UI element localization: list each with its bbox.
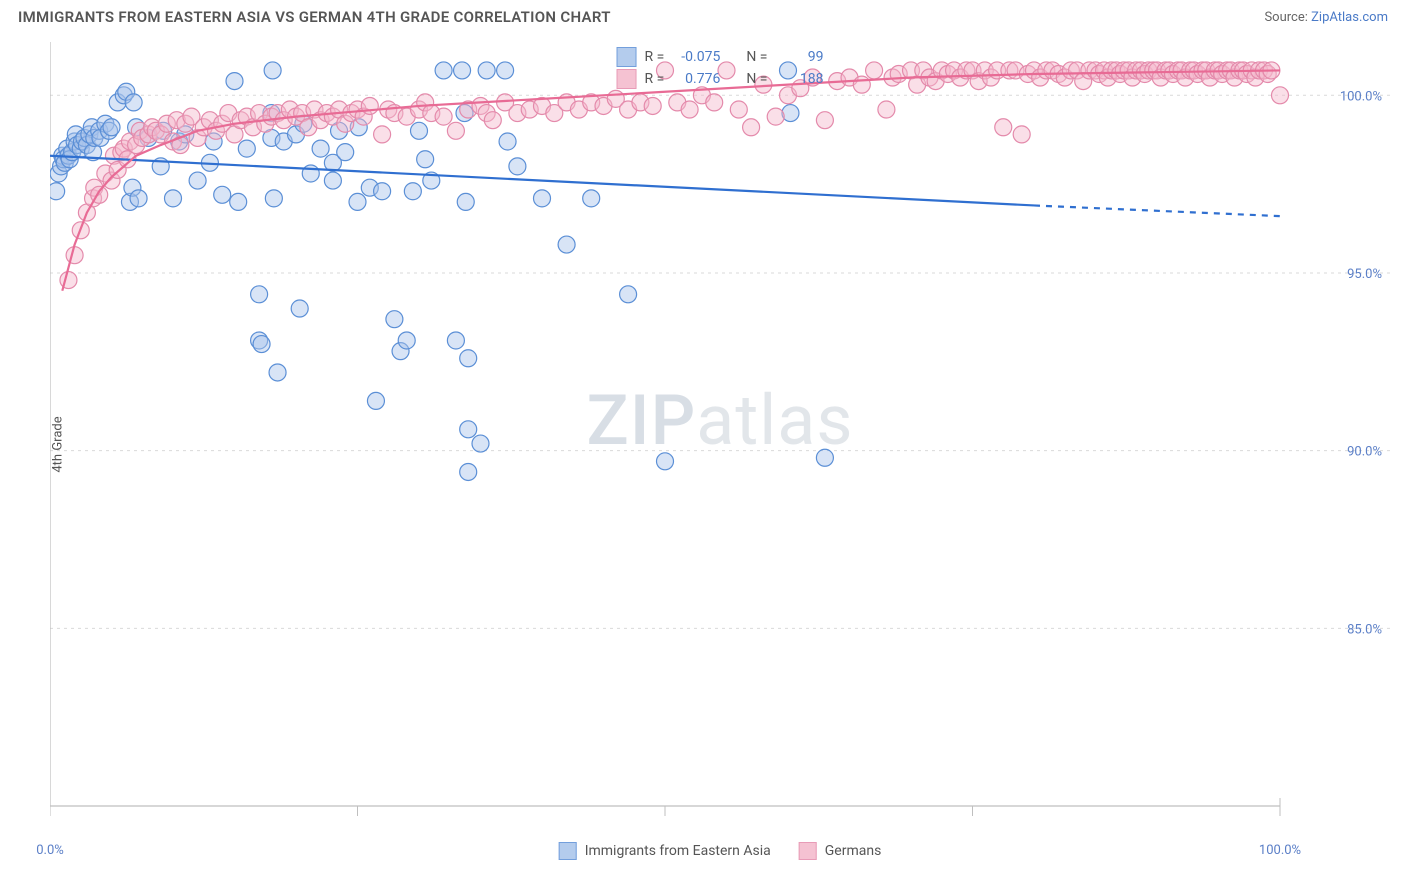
series-legend: Immigrants from Eastern Asia Germans [559, 842, 882, 860]
legend-swatch-pink [617, 69, 637, 89]
legend-swatch-blue [617, 47, 637, 67]
source-link[interactable]: ZipAtlas.com [1311, 10, 1388, 25]
y-axis-label: 4th Grade [51, 416, 66, 472]
n-label: N = [746, 68, 767, 90]
svg-text:95.0%: 95.0% [1347, 267, 1382, 282]
n-value-1: 188 [775, 68, 823, 90]
legend-row-series-1: R = 0.776 N = 188 [617, 68, 824, 90]
n-label: N = [746, 46, 767, 68]
legend-item-0: Immigrants from Eastern Asia [559, 842, 771, 860]
svg-text:85.0%: 85.0% [1347, 622, 1382, 637]
r-label: R = [645, 68, 665, 90]
title-bar: IMMIGRANTS FROM EASTERN ASIA VS GERMAN 4… [0, 0, 1406, 32]
n-value-0: 99 [775, 46, 823, 68]
legend-item-1: Germans [799, 842, 882, 860]
legend-row-series-0: R = -0.075 N = 99 [617, 46, 824, 68]
legend-label-1: Germans [825, 843, 882, 859]
x-tick-label: 100.0% [1259, 843, 1301, 858]
legend-label-0: Immigrants from Eastern Asia [585, 843, 771, 859]
scatter-chart-svg: 85.0% 90.0% 95.0% 100.0% [50, 42, 1390, 820]
chart-title: IMMIGRANTS FROM EASTERN ASIA VS GERMAN 4… [18, 8, 611, 26]
correlation-legend: R = -0.075 N = 99 R = 0.776 N = 188 [617, 46, 824, 90]
source-label: Source: [1264, 10, 1307, 25]
chart-plot-area: 85.0%90.0%95.0%100.0% ZIPatlas 4th Grade… [50, 42, 1390, 832]
legend-swatch-blue [559, 842, 577, 860]
r-value-1: 0.776 [672, 68, 720, 90]
r-value-0: -0.075 [672, 46, 720, 68]
svg-text:100.0%: 100.0% [1340, 89, 1382, 104]
x-tick-label: 0.0% [36, 843, 64, 858]
r-label: R = [645, 46, 665, 68]
legend-swatch-pink [799, 842, 817, 860]
svg-text:90.0%: 90.0% [1347, 445, 1382, 460]
source-attribution: Source: ZipAtlas.com [1264, 10, 1388, 25]
